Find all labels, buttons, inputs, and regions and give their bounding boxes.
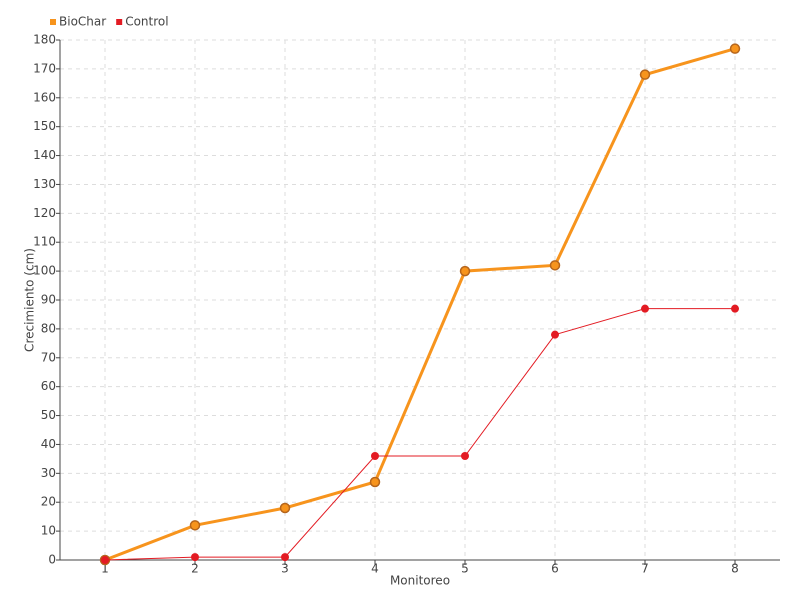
data-point bbox=[189, 520, 201, 531]
y-tick-label: 90 bbox=[41, 293, 56, 307]
y-tick-label: 170 bbox=[33, 61, 56, 75]
y-tick-label: 50 bbox=[41, 408, 56, 422]
data-point bbox=[731, 304, 739, 313]
series-line bbox=[104, 47, 736, 562]
data-point bbox=[551, 330, 559, 339]
y-tick-label: 30 bbox=[41, 466, 56, 480]
y-tick-label: 60 bbox=[41, 379, 56, 393]
x-tick-label: 3 bbox=[281, 562, 289, 576]
legend-label: BioChar bbox=[59, 15, 106, 29]
data-point bbox=[641, 304, 649, 313]
data-point bbox=[191, 553, 199, 562]
legend-label: Control bbox=[125, 15, 168, 29]
data-point bbox=[101, 556, 109, 564]
y-tick-label: 0 bbox=[48, 553, 56, 567]
x-tick-label: 8 bbox=[731, 562, 739, 576]
data-point bbox=[371, 452, 379, 460]
data-point bbox=[279, 502, 291, 514]
x-tick-label: 4 bbox=[371, 562, 379, 576]
data-point bbox=[459, 265, 471, 277]
y-tick-label: 40 bbox=[41, 437, 56, 451]
y-tick-label: 150 bbox=[33, 119, 56, 133]
y-tick-label: 120 bbox=[33, 206, 56, 220]
legend-swatch bbox=[116, 19, 123, 25]
y-axis-label: Crecimiento (cm) bbox=[23, 248, 37, 352]
data-point bbox=[639, 69, 651, 80]
y-tick-label: 180 bbox=[33, 33, 56, 47]
y-tick-label: 130 bbox=[33, 177, 56, 191]
x-tick-label: 6 bbox=[551, 562, 559, 576]
y-tick-label: 160 bbox=[33, 90, 56, 104]
y-tick-label: 80 bbox=[41, 321, 56, 335]
x-axis-label: Monitoreo bbox=[390, 574, 450, 588]
y-tick-label: 110 bbox=[33, 235, 56, 249]
x-tick-label: 1 bbox=[101, 562, 109, 576]
data-point bbox=[369, 476, 381, 488]
y-tick-label: 20 bbox=[41, 495, 56, 509]
x-tick-label: 5 bbox=[461, 562, 469, 576]
data-point bbox=[461, 452, 469, 460]
x-tick-label: 7 bbox=[641, 562, 649, 576]
y-tick-label: 140 bbox=[33, 148, 56, 162]
y-tick-label: 100 bbox=[33, 264, 56, 278]
y-tick-label: 70 bbox=[41, 350, 56, 364]
series-line bbox=[104, 308, 735, 561]
data-point bbox=[549, 260, 561, 271]
x-tick-label: 2 bbox=[191, 562, 199, 576]
data-point bbox=[281, 553, 289, 562]
legend-swatch bbox=[50, 19, 56, 25]
data-point bbox=[729, 43, 741, 54]
y-tick-label: 10 bbox=[41, 524, 56, 538]
